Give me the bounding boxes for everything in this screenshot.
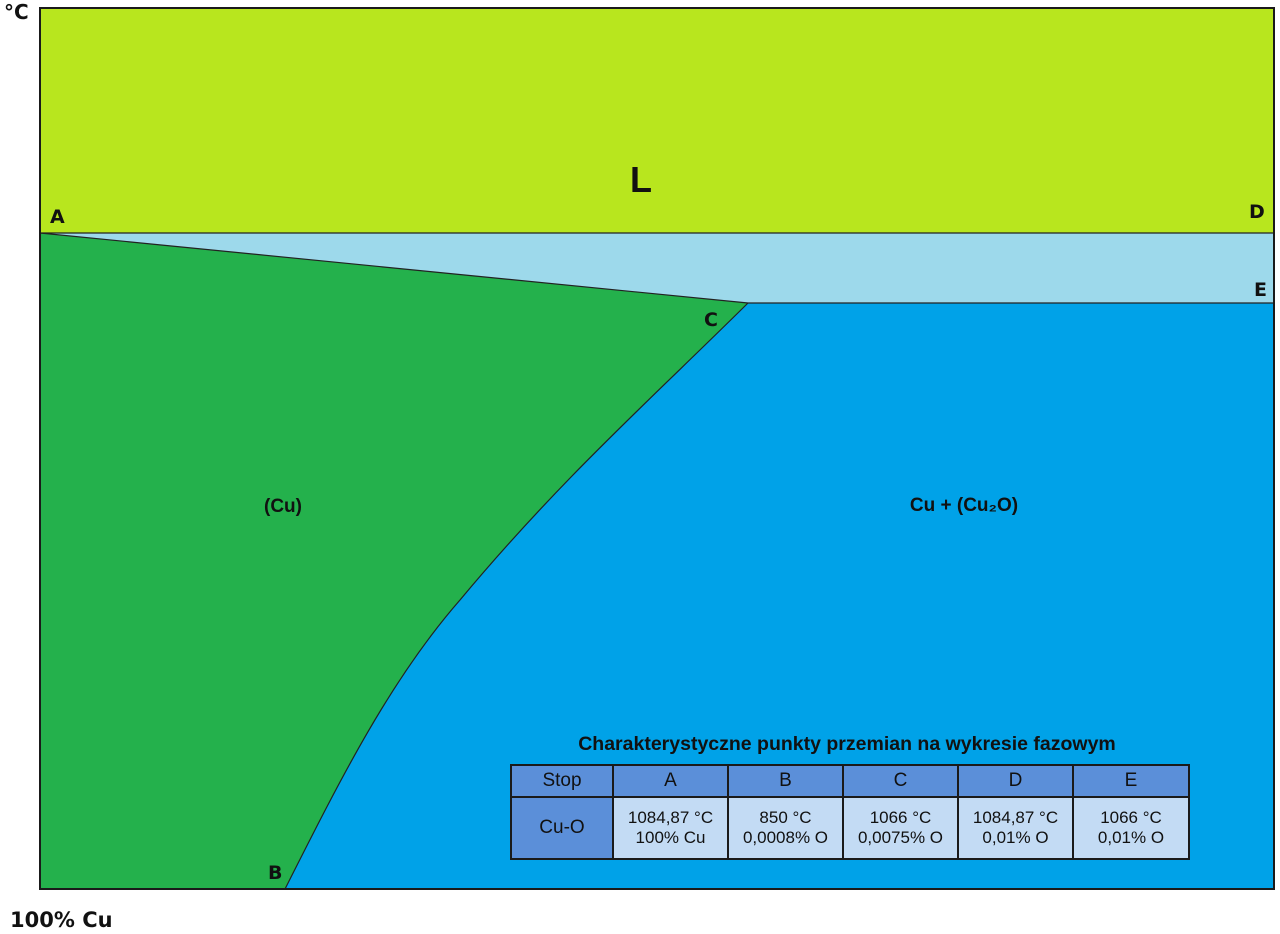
table-title: Charakterystyczne punkty przemian na wyk… (578, 733, 1116, 755)
cell-a-temperature: 1084,87 °C (627, 808, 714, 827)
point-c-label: C (704, 309, 718, 331)
table-row-cu-o: Cu-O 1084,87 °C 100% Cu 850 °C 0,0008% O… (510, 796, 1190, 860)
two-phase-region (285, 303, 1274, 889)
header-cell-b: B (727, 764, 844, 798)
liquid-region (40, 8, 1274, 233)
transition-points-table: Charakterystyczne punkty przemian na wyk… (510, 733, 1190, 860)
cell-e-composition: 0,01% O (1097, 828, 1165, 847)
cell-point-c: 1066 °C 0,0075% O (842, 796, 959, 860)
point-d-label: D (1249, 201, 1265, 223)
cell-point-e: 1066 °C 0,01% O (1072, 796, 1190, 860)
composition-origin-label: 100% Cu (10, 908, 113, 932)
cell-a-composition: 100% Cu (635, 828, 706, 847)
point-b-label: B (268, 862, 282, 884)
cell-point-b: 850 °C 0,0008% O (727, 796, 844, 860)
cell-point-a: 1084,87 °C 100% Cu (612, 796, 729, 860)
point-e-label: E (1254, 279, 1267, 301)
line-a-c (39, 232, 749, 304)
cell-c-composition: 0,0075% O (857, 828, 944, 847)
diagram-frame (39, 7, 1275, 890)
header-cell-a: A (612, 764, 729, 798)
region-label-liquid: L (630, 159, 652, 200)
cell-c-temperature: 1066 °C (869, 808, 932, 827)
region-label-two-phase: Cu + (Cu₂O) (910, 495, 1018, 516)
cell-b-temperature: 850 °C (759, 808, 812, 827)
liquid-plus-solid-region (40, 233, 1274, 303)
cell-d-composition: 0,01% O (982, 828, 1049, 847)
line-c-b (284, 302, 749, 890)
temperature-unit-label: °C (4, 0, 29, 24)
points-table: Stop A B C D E Cu-O 1084,87 °C 100% Cu 8… (510, 764, 1190, 860)
header-cell-d: D (957, 764, 1074, 798)
row-label-cell: Cu-O (510, 796, 614, 860)
cell-point-d: 1084,87 °C 0,01% O (957, 796, 1074, 860)
table-header-row: Stop A B C D E (510, 764, 1190, 798)
header-cell-e: E (1072, 764, 1190, 798)
header-cell-stop: Stop (510, 764, 614, 798)
header-cell-c: C (842, 764, 959, 798)
cell-e-temperature: 1066 °C (1100, 808, 1162, 827)
region-label-solid-cu: (Cu) (264, 496, 302, 517)
point-a-label: A (50, 206, 65, 228)
cell-d-temperature: 1084,87 °C (972, 808, 1059, 827)
cell-b-composition: 0,0008% O (742, 828, 829, 847)
solid-cu-region (40, 233, 748, 889)
